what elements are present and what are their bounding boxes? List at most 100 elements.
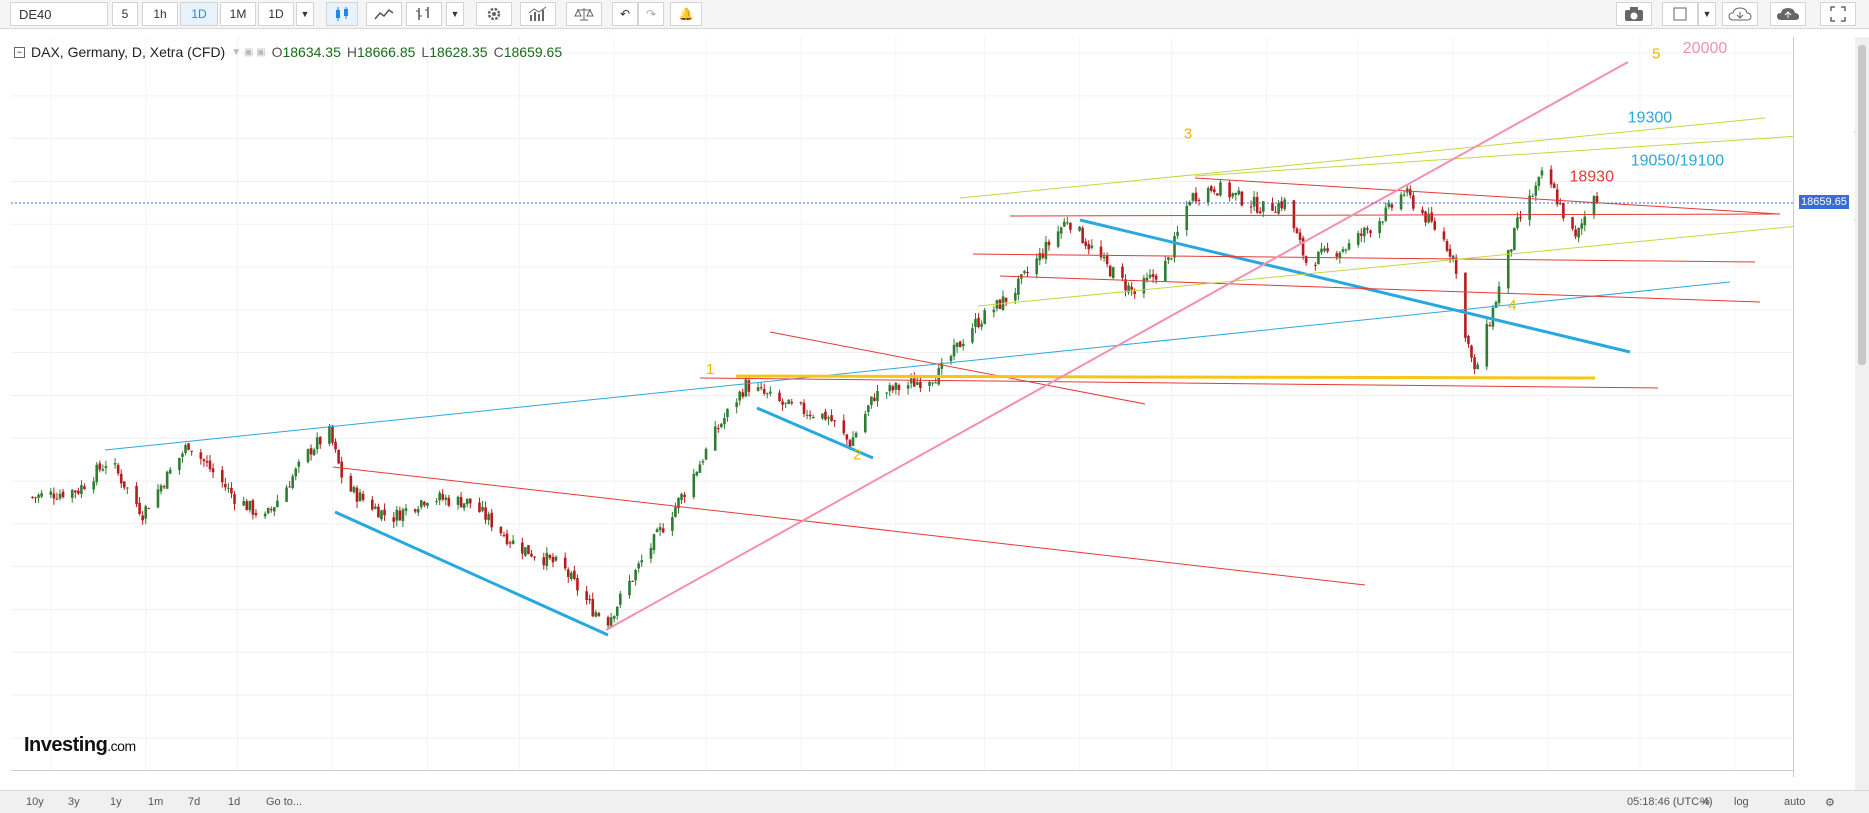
candle-body (438, 492, 441, 501)
candle-body (634, 569, 637, 581)
interval-1h-button[interactable]: 1h (142, 2, 178, 26)
candle-body (1314, 264, 1317, 266)
screenshot-button[interactable] (1616, 2, 1652, 26)
range-1y-button[interactable]: 1y (110, 796, 122, 808)
candle-body (355, 487, 359, 502)
candle-body (778, 392, 781, 402)
range-1d-button[interactable]: 1d (228, 796, 241, 808)
candle-body (576, 578, 579, 591)
candle-body (1066, 222, 1069, 224)
settings-button[interactable] (476, 2, 512, 26)
candle-body (1151, 274, 1155, 277)
candle-body (720, 423, 723, 427)
candle-body (1583, 216, 1587, 226)
log-toggle[interactable]: log (1734, 796, 1749, 808)
candle-body (919, 381, 922, 388)
collapse-legend-icon[interactable]: − (14, 46, 25, 58)
candle-body (704, 448, 708, 460)
candle-body (178, 457, 181, 470)
candle-body (1013, 293, 1017, 301)
candle-body (652, 534, 656, 551)
range-7d-button[interactable]: 7d (188, 796, 201, 808)
candle-body (533, 556, 536, 558)
load-chart-button[interactable] (1722, 2, 1758, 26)
candle-body (1399, 194, 1403, 210)
candle-body (1188, 202, 1192, 206)
compare-button[interactable] (566, 2, 602, 26)
gear-icon[interactable]: ⚙ (1825, 797, 1835, 809)
indicators-button[interactable] (520, 2, 556, 26)
candle-body (983, 310, 986, 324)
candle-body (374, 506, 377, 509)
candle-body (716, 428, 720, 430)
candle-body (573, 570, 576, 579)
auto-scale-toggle[interactable]: auto (1784, 796, 1806, 808)
wave-5-projection (605, 61, 1629, 631)
fullscreen-button[interactable] (1820, 2, 1856, 26)
range-3y-button[interactable]: 3y (68, 796, 80, 808)
goto-date-button[interactable]: Go to... (266, 796, 303, 808)
candle-body (95, 464, 99, 483)
save-chart-button[interactable] (1770, 2, 1806, 26)
candle-body (833, 420, 836, 422)
clock-label: 05:18:46 (UTC-4) (1627, 796, 1713, 808)
candle-body (588, 598, 591, 601)
price-axis[interactable] (1793, 37, 1854, 777)
candle-body (738, 391, 742, 401)
candle-body (597, 613, 601, 616)
candle-body (208, 460, 212, 470)
candle-body (961, 343, 965, 347)
interval-1d-button[interactable]: 1D (180, 2, 218, 26)
alert-button[interactable]: 🔔 (670, 2, 702, 26)
draw-tool-button[interactable] (406, 2, 442, 26)
candle-body (1102, 256, 1106, 259)
undo-button[interactable]: ↶ (612, 2, 638, 26)
redo-button[interactable]: ↷ (638, 2, 664, 26)
scrollbar-thumb[interactable] (1858, 45, 1866, 365)
wave-annotation: 4 (1508, 297, 1516, 314)
line-chart-button[interactable] (366, 2, 402, 26)
candle-body (1173, 236, 1176, 258)
candle-body (931, 382, 934, 384)
chevron-down-icon[interactable]: ▼ (446, 2, 464, 26)
interval-5-button[interactable]: 5 (112, 2, 138, 26)
symbol-search-input[interactable]: DE40 (10, 2, 108, 26)
settings-icon[interactable]: ▼ ▣ ▣ (231, 46, 266, 58)
candle-body (441, 493, 445, 500)
candle-body (423, 501, 426, 506)
camera-icon (1625, 7, 1643, 21)
candle-body (1366, 228, 1369, 230)
candle-body (1470, 345, 1473, 358)
candle-body (1494, 302, 1498, 308)
candle-body (1084, 241, 1088, 246)
chevron-down-icon[interactable]: ▼ (296, 2, 314, 26)
candle-body (680, 493, 683, 501)
range-10y-button[interactable]: 10y (26, 796, 44, 808)
layout-button[interactable] (1662, 2, 1698, 26)
candle-body (505, 533, 509, 545)
candle-body (977, 317, 980, 328)
candle-body (542, 557, 546, 566)
time-axis[interactable] (11, 770, 1793, 791)
candle-body (1249, 206, 1253, 208)
candle-body (383, 509, 386, 516)
chevron-down-icon[interactable]: ▼ (1698, 2, 1716, 26)
candle-body (658, 527, 662, 531)
candle-body (156, 489, 160, 508)
candle-body (1056, 231, 1060, 247)
candle-body (116, 465, 120, 474)
investing-logo: Investing.com (24, 734, 136, 756)
candle-body (1228, 182, 1231, 198)
candle-body (1405, 188, 1409, 193)
candle-body (674, 506, 677, 517)
candle-body (34, 497, 37, 499)
range-1m-button[interactable]: 1m (148, 796, 164, 808)
candle-body (245, 501, 249, 511)
candles-chart-button[interactable] (326, 2, 358, 26)
interval-1m-button[interactable]: 1M (220, 2, 256, 26)
candle-body (952, 344, 956, 357)
candle-body (1121, 266, 1124, 278)
percent-toggle[interactable]: % (1700, 796, 1710, 808)
interval-select[interactable]: 1D (258, 2, 294, 26)
